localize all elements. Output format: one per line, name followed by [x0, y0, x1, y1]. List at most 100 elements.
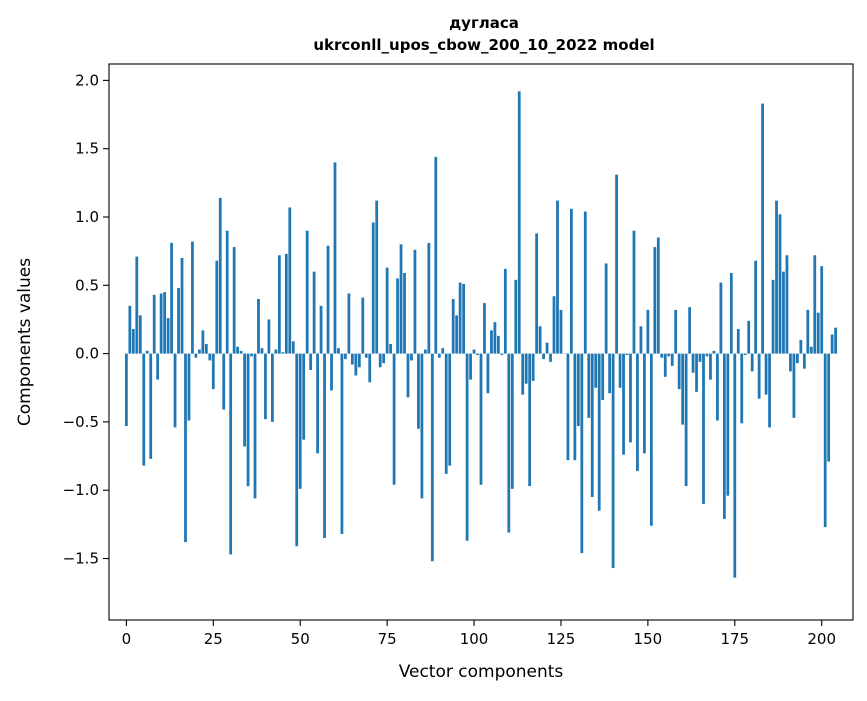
y-tick-label-1: −1.0: [63, 481, 99, 499]
bar-14: [174, 354, 177, 428]
bar-89: [434, 157, 437, 354]
bar-41: [268, 319, 271, 353]
bar-75: [386, 268, 389, 354]
bar-109: [504, 269, 507, 354]
bar-99: [469, 354, 472, 380]
bar-147: [636, 354, 639, 471]
bar-53: [309, 354, 312, 370]
bar-37: [254, 354, 257, 499]
bar-162: [688, 307, 691, 353]
x-tick-label-75: 75: [378, 630, 397, 648]
bar-28: [222, 354, 225, 410]
bar-183: [761, 104, 764, 354]
y-axis-ticks: −1.5−1.0−0.50.00.51.01.52.0: [63, 71, 109, 567]
bar-157: [671, 354, 674, 366]
bar-184: [765, 354, 768, 395]
bar-2: [132, 329, 135, 354]
bar-55: [316, 354, 319, 454]
bar-114: [521, 354, 524, 395]
bar-79: [400, 244, 403, 353]
bar-129: [573, 354, 576, 461]
bar-132: [584, 212, 587, 354]
bar-80: [403, 273, 406, 354]
bar-112: [514, 280, 517, 354]
bar-164: [695, 354, 698, 392]
bar-76: [389, 344, 392, 354]
bar-127: [567, 354, 570, 461]
bar-185: [768, 354, 771, 428]
bar-152: [653, 247, 656, 354]
bar-51: [302, 354, 305, 440]
bar-68: [361, 298, 364, 354]
bar-186: [772, 280, 775, 354]
bar-156: [667, 354, 670, 357]
bar-202: [827, 354, 830, 462]
y-tick-label-4: 0.5: [75, 276, 99, 294]
bar-163: [692, 354, 695, 373]
bar-83: [414, 250, 417, 354]
bar-161: [685, 354, 688, 487]
bar-57: [323, 354, 326, 538]
bar-125: [560, 310, 563, 354]
bar-58: [327, 246, 330, 354]
bar-45: [281, 352, 284, 353]
chart-title-line-1: дугласа: [449, 14, 519, 32]
bar-71: [372, 222, 375, 353]
x-tick-label-25: 25: [204, 630, 223, 648]
bar-16: [181, 258, 184, 354]
bar-124: [556, 201, 559, 354]
bar-107: [497, 336, 500, 354]
bar-190: [786, 255, 789, 353]
bar-180: [751, 354, 754, 372]
bar-74: [382, 354, 385, 364]
bar-143: [622, 354, 625, 455]
bar-94: [452, 299, 455, 354]
bar-series: [125, 91, 837, 577]
bar-10: [160, 294, 163, 354]
bar-5: [142, 354, 145, 466]
bar-174: [730, 273, 733, 354]
bar-119: [539, 326, 542, 353]
bar-116: [528, 354, 531, 487]
bar-154: [660, 354, 663, 358]
bar-1: [128, 306, 131, 354]
bar-140: [612, 354, 615, 568]
chart-title-line-2: ukrconll_upos_cbow_200_10_2022 model: [313, 36, 654, 54]
bar-194: [799, 340, 802, 354]
y-tick-label-0: −1.5: [63, 550, 99, 568]
bar-197: [810, 347, 813, 354]
bar-146: [633, 231, 636, 354]
bar-27: [219, 198, 222, 354]
bar-56: [320, 306, 323, 354]
bar-171: [720, 283, 723, 354]
bar-192: [793, 354, 796, 418]
bar-172: [723, 354, 726, 519]
bar-34: [243, 354, 246, 447]
bar-60: [334, 162, 337, 353]
bar-113: [518, 91, 521, 353]
bar-167: [706, 354, 709, 357]
bar-21: [198, 350, 201, 354]
x-tick-label-150: 150: [634, 630, 663, 648]
bar-92: [445, 354, 448, 474]
bar-193: [796, 354, 799, 364]
bar-133: [587, 354, 590, 418]
bar-111: [511, 354, 514, 489]
bar-173: [726, 354, 729, 496]
bar-134: [591, 354, 594, 497]
bar-177: [740, 354, 743, 424]
bar-123: [553, 296, 556, 353]
bar-82: [410, 354, 413, 361]
bar-33: [240, 351, 243, 354]
bar-4: [139, 315, 142, 353]
bar-103: [483, 303, 486, 354]
bar-6: [146, 351, 149, 354]
bar-175: [733, 354, 736, 578]
bar-160: [681, 354, 684, 425]
bar-78: [396, 278, 399, 353]
bar-131: [580, 354, 583, 553]
bar-29: [226, 231, 229, 354]
bar-91: [441, 348, 444, 353]
